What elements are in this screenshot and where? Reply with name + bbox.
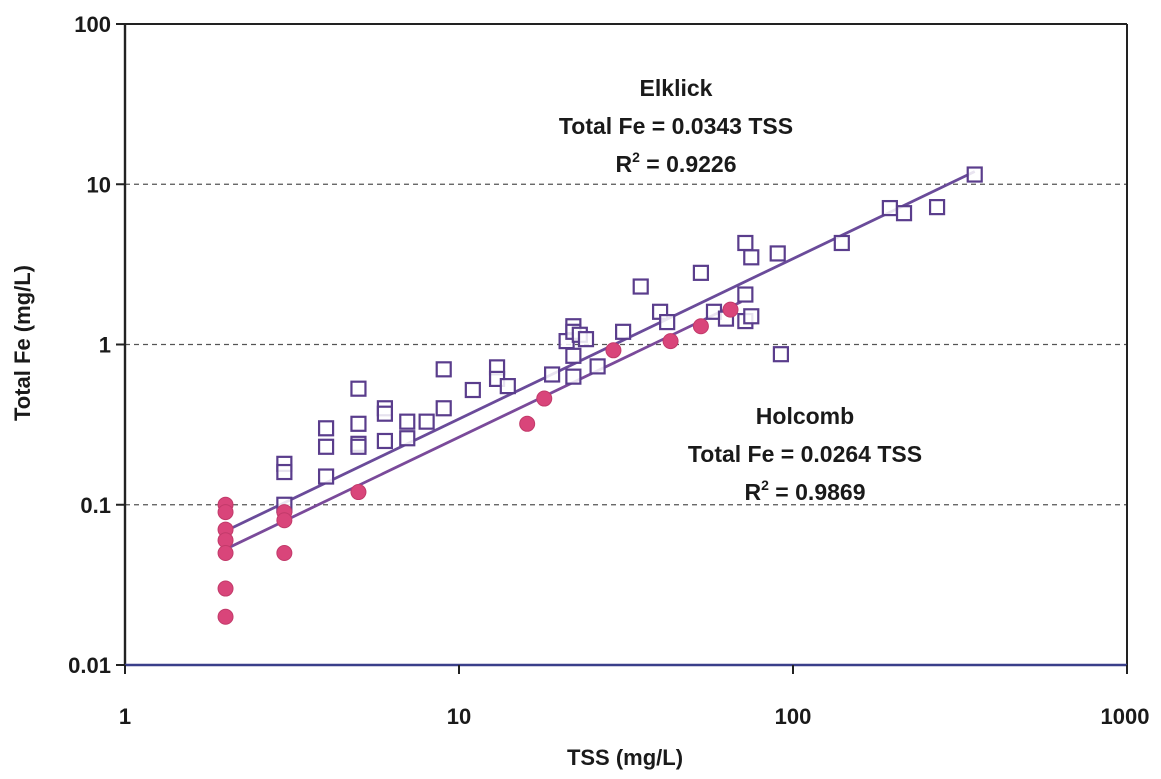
elklick-point — [464, 381, 481, 399]
y-tick-label: 0.01 — [68, 653, 111, 678]
elklick-point — [881, 199, 898, 217]
x-tick-label: 1000 — [1101, 704, 1150, 729]
y-axis-title: Total Fe (mg/L) — [10, 265, 35, 421]
elklick-point — [895, 205, 913, 222]
holcomb-trendline — [224, 300, 742, 551]
elklick-annotation-equation: Total Fe = 0.0343 TSS — [559, 113, 793, 139]
elklick-point — [435, 361, 452, 378]
elklick-point — [632, 278, 649, 295]
y-tick-label: 0.1 — [80, 493, 111, 518]
x-tick-label: 10 — [447, 704, 471, 729]
elklick-r2-superscript: 2 — [632, 149, 640, 165]
holcomb-point — [692, 318, 709, 335]
grid-lines — [125, 183, 1127, 506]
elklick-point — [418, 413, 435, 430]
elklick-point — [743, 249, 760, 266]
elklick-point — [317, 438, 335, 455]
holcomb-point — [276, 512, 293, 529]
elklick-point — [772, 346, 790, 363]
elklick-annotation-r2: R2 = 0.9226 — [616, 149, 737, 177]
elklick-point — [544, 366, 561, 383]
holcomb-point — [536, 390, 553, 407]
elklick-point — [966, 166, 983, 183]
elklick-point — [376, 405, 394, 422]
elklick-r2-symbol: R — [616, 151, 633, 177]
elklick-point — [317, 420, 335, 437]
elklick-r2-value: = 0.9226 — [640, 151, 737, 177]
elklick-point — [317, 468, 335, 485]
elklick-point — [833, 234, 850, 252]
holcomb-r2-value: = 0.9869 — [769, 479, 866, 505]
y-tick-label: 100 — [74, 12, 111, 37]
elklick-point — [350, 380, 367, 397]
data-points — [217, 166, 983, 625]
trendlines — [224, 170, 976, 551]
holcomb-point — [217, 504, 234, 521]
holcomb-point — [722, 301, 739, 318]
holcomb-point — [217, 608, 234, 625]
elklick-point — [589, 358, 606, 375]
holcomb-annotation-r2: R2 = 0.9869 — [745, 477, 866, 505]
holcomb-r2-symbol: R — [745, 479, 762, 505]
elklick-point — [737, 286, 754, 303]
elklick-point — [350, 415, 367, 432]
y-tick-label: 1 — [99, 333, 111, 358]
elklick-point — [399, 430, 416, 447]
elklick-point — [743, 308, 760, 325]
elklick-trendline — [224, 170, 976, 533]
holcomb-point — [276, 544, 293, 561]
labels: TSS (mg/L) Total Fe (mg/L) Elklick Total… — [10, 75, 922, 770]
elklick-point — [399, 413, 416, 430]
elklick-point — [435, 400, 452, 417]
elklick-point — [692, 264, 710, 281]
elklick-point — [659, 313, 676, 331]
x-tick-label: 1 — [119, 704, 131, 729]
elklick-point — [577, 331, 595, 348]
elklick-point — [769, 245, 786, 262]
axes: 0.01 0.1 1 10 100 1 10 100 1000 — [68, 12, 1149, 729]
holcomb-r2-superscript: 2 — [761, 477, 769, 493]
elklick-point — [376, 432, 394, 450]
holcomb-annotation-equation: Total Fe = 0.0264 TSS — [688, 441, 922, 467]
elklick-point — [565, 347, 582, 364]
elklick-annotation-name: Elklick — [640, 75, 713, 101]
holcomb-point — [217, 580, 234, 597]
y-tick-label: 10 — [87, 172, 111, 197]
holcomb-point — [605, 342, 622, 359]
x-tick-label: 100 — [775, 704, 812, 729]
elklick-point — [276, 463, 293, 481]
holcomb-point — [350, 484, 367, 501]
holcomb-annotation-name: Holcomb — [756, 403, 854, 429]
elklick-point — [615, 323, 632, 340]
elklick-point — [565, 368, 582, 385]
elklick-point — [737, 234, 754, 252]
holcomb-point — [217, 544, 234, 561]
holcomb-point — [519, 415, 536, 432]
holcomb-point — [662, 333, 679, 350]
elklick-point — [499, 378, 516, 395]
elklick-point — [350, 438, 367, 455]
elklick-point — [928, 199, 946, 216]
x-axis-title: TSS (mg/L) — [567, 745, 683, 770]
